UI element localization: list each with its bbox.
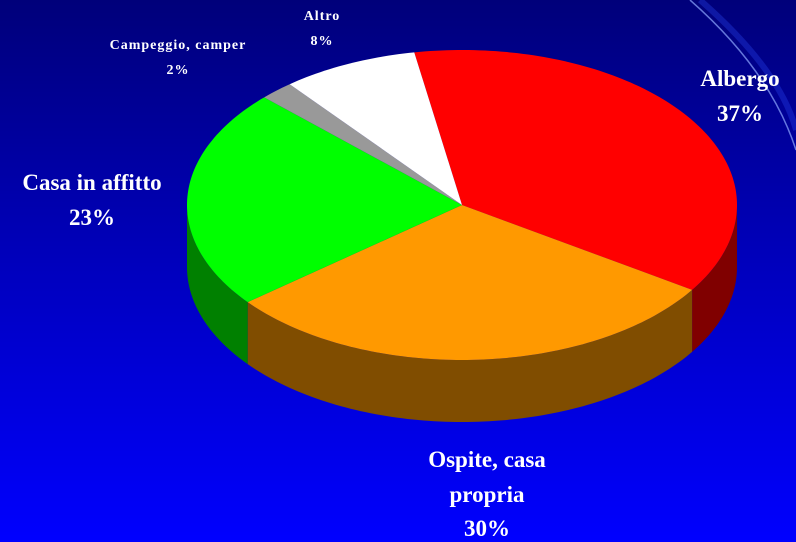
- slice-label: Ospite, casa propria 30%: [397, 443, 577, 542]
- slice-label: Albergo 37%: [680, 62, 796, 131]
- slice-value: 8%: [310, 34, 334, 50]
- slice: [247, 205, 693, 360]
- slice-value: 37%: [717, 100, 763, 126]
- slice: [187, 97, 462, 303]
- slice-value: 23%: [69, 204, 115, 230]
- decor-curve-glow: [698, 0, 796, 131]
- slice-name: Albergo: [700, 66, 780, 91]
- slice-side: [247, 289, 693, 422]
- slice-name: Campeggio, camper: [109, 38, 247, 53]
- slice: [289, 52, 462, 205]
- slice: [414, 50, 737, 290]
- slice-name: Ospite, casa propria: [428, 447, 546, 507]
- slice-label: Casa in affitto 23%: [0, 166, 192, 235]
- slice-name: Altro: [303, 9, 341, 24]
- slice-side: [187, 205, 248, 365]
- slice-value: 30%: [464, 516, 510, 541]
- slice-label: Altro 8%: [282, 4, 362, 54]
- slice-label: Campeggio, camper 2%: [68, 33, 288, 83]
- slice-value: 2%: [166, 63, 190, 79]
- slice-side: [692, 205, 737, 352]
- slice: [264, 84, 462, 205]
- decor-curve: [689, 0, 796, 151]
- slice-name: Casa in affitto: [22, 170, 162, 195]
